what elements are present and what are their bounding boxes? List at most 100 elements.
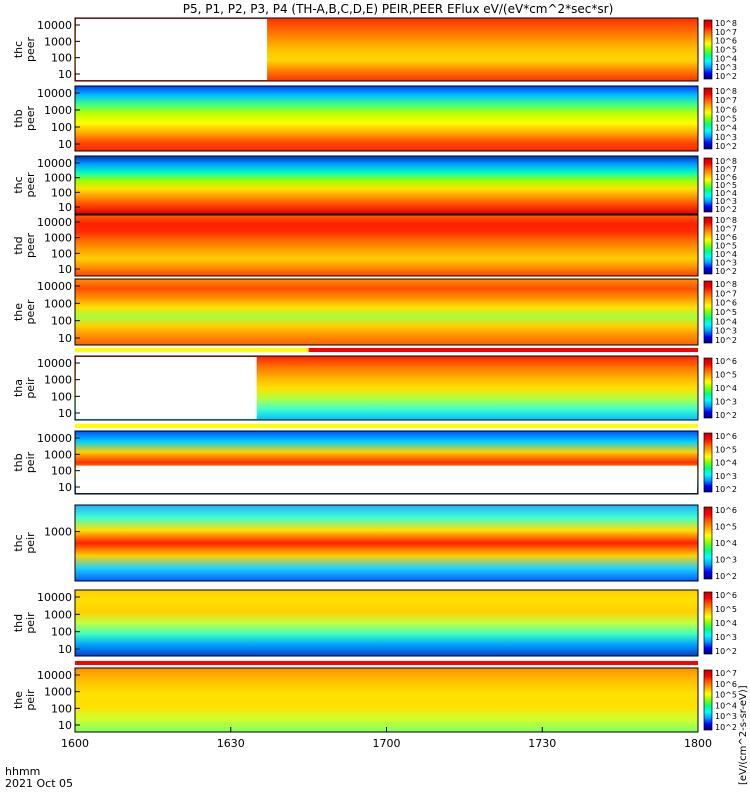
xtick-label: 1630 — [217, 737, 245, 750]
energy-gap-thb_peir — [76, 465, 697, 493]
ylabel-the_peir: thepeir — [12, 689, 37, 711]
flag-segment-red — [308, 348, 698, 352]
colorbar-tick-thd_peer: 10^5 — [715, 242, 737, 251]
ylabel-thd_peer: thdpeer — [12, 233, 37, 259]
colorbar-tick-thd_peir: 10^2 — [715, 647, 737, 656]
colorbar-thd_peir — [703, 591, 713, 655]
panel-the_peer: thepeer1000010001001010^810^710^610^510^… — [12, 278, 737, 346]
colorbar-tick-thd_peir: 10^4 — [715, 619, 737, 628]
ytick-label-thd_peir: 10000 — [37, 591, 72, 604]
colorbar-tick-the_peer: 10^5 — [715, 308, 737, 317]
ylabel-thc_peir: thcpeir — [12, 532, 37, 554]
colorbar-tick-thd_peir: 10^3 — [715, 633, 737, 642]
spectrogram-thd_peir — [75, 590, 698, 656]
flag-segment-red — [75, 661, 698, 665]
colorbar-tick-thb_peir: 10^4 — [715, 459, 737, 468]
colorbar-thb_peir — [703, 432, 713, 493]
colorbar-tick-the_peer: 10^8 — [715, 280, 737, 289]
colorbar-tick-thc_peir: 10^3 — [715, 556, 737, 565]
panel-stack: thcpeer1000010001001010^810^710^610^510^… — [12, 17, 737, 733]
ytick-label-the_peir: 100 — [51, 702, 72, 715]
colorbar-tha_peir — [703, 357, 713, 419]
colorbar-tick-the_peir: 10^3 — [715, 712, 737, 721]
spectrogram-the_peir — [75, 668, 698, 732]
colorbar-tick-thd_peer: 10^2 — [715, 267, 737, 276]
xtick-label: 1800 — [684, 737, 712, 750]
colorbar-tick-the_peir: 10^5 — [715, 691, 737, 700]
ylabel-thd_peir: thdpeir — [12, 612, 37, 634]
colorbar-tick-thb_peer: 10^3 — [715, 133, 737, 142]
ytick-label-thd_peir: 10 — [58, 643, 72, 656]
ytick-label-thc_peer_2: 10000 — [37, 157, 72, 170]
colorbar-thc_peer_2 — [703, 157, 713, 213]
ytick-label-thb_peir: 1000 — [44, 448, 72, 461]
colorbar-tick-the_peer: 10^3 — [715, 327, 737, 336]
colorbar-tick-thd_peer: 10^8 — [715, 216, 737, 225]
colorbar-tick-thc_peer: 10^5 — [715, 46, 737, 55]
ytick-label-the_peer: 10 — [58, 332, 72, 345]
ytick-label-thd_peer: 1000 — [44, 232, 72, 245]
time-axis: 1600 1630 1700 1730 1800 — [61, 727, 712, 750]
ytick-label-thd_peer: 100 — [51, 247, 72, 260]
xtick-label: 1700 — [373, 737, 401, 750]
colorbar-tick-thd_peir: 10^5 — [715, 605, 737, 614]
colorbar-tick-thd_peer: 10^7 — [715, 225, 737, 234]
colorbar-tick-tha_peir: 10^4 — [715, 384, 737, 393]
colorbar-thc_peir — [703, 506, 713, 580]
ytick-label-thc_peer: 100 — [51, 52, 72, 65]
ytick-label-thc_peer: 1000 — [44, 35, 72, 48]
colorbar-tick-thd_peir: 10^6 — [715, 591, 737, 600]
chart-title: P5, P1, P2, P3, P4 (TH-A,B,C,D,E) PEIR,P… — [183, 2, 614, 16]
colorbar-tick-thc_peer: 10^3 — [715, 63, 737, 72]
ytick-label-thc_peer: 10 — [58, 68, 72, 81]
ytick-label-thd_peer: 10 — [58, 263, 72, 276]
ytick-label-the_peer: 1000 — [44, 297, 72, 310]
frame-the_peer — [74, 278, 699, 346]
colorbar-tick-thc_peir: 10^5 — [715, 523, 737, 532]
colorbar-tick-thc_peer_2: 10^5 — [715, 181, 737, 190]
ytick-label-thc_peer_2: 10 — [58, 201, 72, 214]
colorbar-tick-thc_peer: 10^2 — [715, 72, 737, 81]
data-gap-thc_peer — [76, 19, 268, 80]
colorbar-tick-thc_peir: 10^4 — [715, 539, 737, 548]
frame-thb_peer — [74, 85, 699, 152]
colorbar-tick-thc_peer_2: 10^6 — [715, 173, 737, 182]
date-label: 2021 Oct 05 — [5, 777, 73, 790]
spectrogram-thc_peir — [75, 505, 698, 581]
ytick-label-thd_peir: 100 — [51, 626, 72, 639]
colorbar-tick-thd_peer: 10^6 — [715, 233, 737, 242]
ytick-label-thb_peir: 10 — [58, 481, 72, 494]
colorbar-the_peer — [703, 280, 713, 344]
panel-thb_peer: thbpeer1000010001001010^810^710^610^510^… — [12, 85, 737, 152]
colorbar-tick-thb_peir: 10^2 — [715, 485, 737, 494]
ytick-label-tha_peir: 10 — [58, 407, 72, 420]
ytick-label-thc_peer_2: 100 — [51, 186, 72, 199]
ytick-label-thc_peir: 1000 — [44, 526, 72, 539]
xtick-label: 1600 — [61, 737, 89, 750]
colorbar-tick-thc_peer_2: 10^4 — [715, 189, 737, 198]
ylabel-thb_peer: thbpeer — [12, 106, 37, 132]
ytick-label-thd_peer: 10000 — [37, 216, 72, 229]
colorbar-tick-thc_peer: 10^7 — [715, 28, 737, 37]
colorbar-tick-thb_peer: 10^6 — [715, 105, 737, 114]
frame-thc_peer_2 — [74, 155, 699, 215]
colorbar-thb_peer — [703, 87, 713, 150]
ytick-label-thb_peer: 10000 — [37, 87, 72, 100]
data-gap-tha_peir — [76, 357, 257, 419]
colorbar-tick-thc_peer_2: 10^8 — [715, 157, 737, 166]
colorbar-tick-thc_peer: 10^6 — [715, 37, 737, 46]
ytick-label-tha_peir: 10000 — [37, 357, 72, 370]
colorbar-tick-thb_peer: 10^7 — [715, 96, 737, 105]
frame-thb_peir — [74, 430, 699, 495]
colorbar-tick-thd_peer: 10^3 — [715, 259, 737, 268]
ytick-label-tha_peir: 100 — [51, 390, 72, 403]
ytick-label-the_peir: 10000 — [37, 669, 72, 682]
colorbar-thd_peer — [703, 216, 713, 275]
colorbar-tick-tha_peir: 10^5 — [715, 371, 737, 380]
colorbar-tick-tha_peir: 10^3 — [715, 398, 737, 407]
colorbar-tick-thb_peer: 10^4 — [715, 124, 737, 133]
